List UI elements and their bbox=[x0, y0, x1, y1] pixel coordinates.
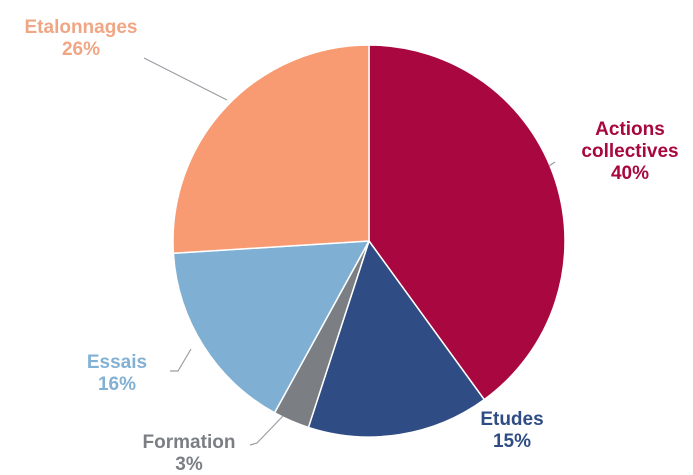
pie-slice-essais bbox=[172, 240, 370, 414]
pie-slice-actions bbox=[368, 44, 566, 401]
slice-name-etalonnages: Etalonnages bbox=[25, 17, 138, 38]
slice-labels: Actions collectives 40% Etudes 15% Formation 3… bbox=[25, 17, 679, 475]
slice-percent-formation: 3% bbox=[175, 454, 203, 475]
slice-label-etudes: Etudes 15% bbox=[480, 409, 543, 452]
slice-name-actions: collectives bbox=[581, 141, 678, 162]
leader-line-formation bbox=[249, 415, 284, 446]
slice-percent-etudes: 15% bbox=[493, 431, 531, 452]
leader-line-actions bbox=[548, 161, 556, 167]
slice-name-actions: Actions bbox=[595, 119, 665, 140]
slice-label-actions: Actions collectives 40% bbox=[581, 119, 678, 184]
slice-name-essais: Essais bbox=[87, 352, 147, 373]
pie-slice-etudes bbox=[307, 240, 485, 438]
pie-slice-etalonnages bbox=[172, 44, 370, 255]
leader-line-etalonnages bbox=[143, 57, 228, 101]
slice-percent-actions: 40% bbox=[611, 163, 649, 184]
pie-slices bbox=[172, 44, 566, 438]
slice-name-formation: Formation bbox=[143, 432, 236, 453]
slice-name-etudes: Etudes bbox=[480, 409, 543, 430]
slice-label-essais: Essais 16% bbox=[87, 352, 147, 395]
leader-line-essais bbox=[170, 348, 192, 372]
slice-label-etalonnages: Etalonnages 26% bbox=[25, 17, 138, 60]
slice-label-formation: Formation 3% bbox=[143, 432, 236, 475]
slice-percent-etalonnages: 26% bbox=[62, 39, 100, 60]
slice-percent-essais: 16% bbox=[98, 374, 136, 395]
label-leader-lines bbox=[143, 57, 556, 446]
